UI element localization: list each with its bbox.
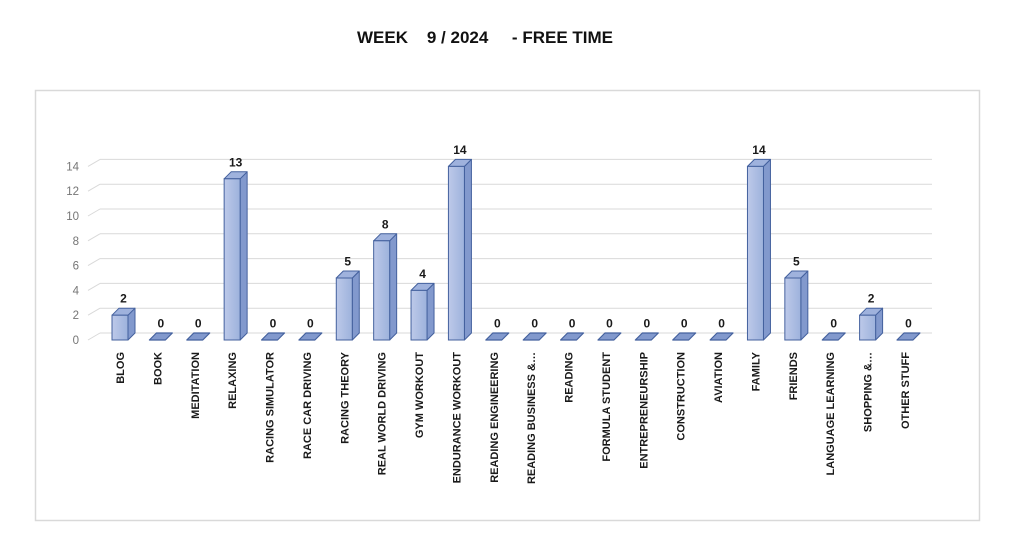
y-axis-tick-label: 8 [73, 236, 79, 248]
x-axis-category-label-language-learning: LANGUAGE LEARNING [825, 352, 837, 475]
data-label-construction: 0 [681, 317, 688, 331]
x-axis-category-label-gym-workout: GYM WORKOUT [414, 352, 426, 438]
gridline-depth-tick [87, 158, 101, 167]
bar-side-gym-workout [426, 282, 435, 341]
data-label-gym-workout: 4 [419, 267, 426, 281]
bar-language-learning [821, 332, 846, 341]
bar-side-relaxing [239, 171, 248, 341]
data-label-racing-theory: 5 [344, 255, 351, 269]
bar-construction [672, 332, 697, 341]
bar-gym-workout [410, 289, 428, 341]
gridline-depth-tick [87, 332, 101, 341]
x-axis-category-label-shopping: SHOPPING &… [863, 352, 875, 432]
bar-endurance-workout [447, 165, 465, 341]
gridline-depth-tick [87, 233, 101, 242]
x-axis-category-label-racing-simulator: RACING SIMULATOR [265, 352, 277, 463]
x-axis-category-label-race-car-driving: RACE CAR DRIVING [302, 352, 314, 459]
data-label-relaxing: 13 [229, 155, 243, 169]
bar-side-racing-theory [351, 270, 360, 341]
bar-side-family [762, 158, 771, 341]
bar-other-stuff [896, 332, 921, 341]
gridline-depth-tick [87, 258, 101, 267]
x-axis-category-label-formula-student: FORMULA STUDENT [601, 352, 613, 462]
x-axis-category-label-construction: CONSTRUCTION [676, 352, 688, 441]
data-label-reading: 0 [569, 317, 576, 331]
gridline-depth-tick [87, 208, 101, 217]
x-axis-category-label-aviation: AVIATION [713, 352, 725, 403]
data-label-reading-engineering: 0 [494, 317, 501, 331]
data-label-real-world-driving: 8 [382, 217, 389, 231]
data-label-formula-student: 0 [606, 317, 613, 331]
bar-blog [111, 314, 129, 341]
x-axis-category-label-real-world-driving: REAL WORLD DRIVING [377, 352, 389, 475]
data-label-meditation: 0 [195, 317, 202, 331]
bar-book [148, 332, 173, 341]
y-axis-tick-label: 4 [73, 285, 80, 297]
bar-racing-simulator [260, 332, 286, 341]
data-label-aviation: 0 [718, 317, 725, 331]
bar-racing-theory [335, 277, 353, 341]
y-axis-tick-label: 2 [73, 310, 79, 322]
bar-formula-student [597, 332, 622, 341]
x-axis-category-label-racing-theory: RACING THEORY [339, 351, 351, 444]
data-label-shopping: 2 [868, 292, 875, 306]
data-label-family: 14 [752, 143, 766, 157]
x-axis-category-label-book: BOOK [152, 352, 164, 385]
bar-shopping [859, 314, 877, 341]
y-axis-tick-label: 0 [73, 335, 79, 347]
y-axis-tick-label: 14 [66, 161, 79, 173]
bar-side-endurance-workout [463, 158, 472, 341]
bar-family [746, 165, 764, 341]
chart-frame[interactable] [34, 89, 981, 522]
data-label-friends: 5 [793, 255, 800, 269]
bar-reading-engineering [485, 332, 510, 341]
gridline-depth-tick [87, 307, 101, 316]
bar-side-friends [800, 270, 809, 341]
x-axis-category-label-endurance-workout: ENDURANCE WORKOUT [451, 352, 463, 484]
data-label-language-learning: 0 [830, 317, 837, 331]
y-axis-tick-label: 6 [73, 261, 79, 273]
bar-real-world-driving [373, 240, 391, 341]
data-label-book: 0 [158, 317, 165, 331]
bar-meditation [186, 332, 211, 341]
y-axis-tick-label: 12 [66, 186, 79, 198]
data-label-blog: 2 [120, 292, 127, 306]
x-axis-category-label-reading: READING [564, 352, 576, 403]
data-label-endurance-workout: 14 [453, 143, 467, 157]
x-axis-category-label-friends: FRIENDS [788, 352, 800, 400]
x-axis-category-label-other-stuff: OTHER STUFF [900, 352, 912, 429]
gridline-depth-tick [87, 183, 101, 192]
x-axis-category-label-reading-engineering: READING ENGINEERING [489, 352, 501, 483]
bar-side-real-world-driving [389, 233, 398, 341]
x-axis-category-label-blog: BLOG [115, 352, 127, 384]
bar-race-car-driving [298, 332, 323, 341]
data-label-racing-simulator: 0 [270, 317, 277, 331]
bar-reading-business [522, 332, 547, 341]
bar-aviation [709, 332, 734, 341]
y-axis-tick-label: 10 [66, 211, 79, 223]
x-axis-category-label-family: FAMILY [750, 351, 762, 391]
bar-entrepreneurship [634, 332, 659, 341]
data-label-entrepreneurship: 0 [643, 317, 650, 331]
data-label-race-car-driving: 0 [307, 317, 314, 331]
x-axis-category-label-entrepreneurship: ENTREPRENEURSHIP [638, 352, 650, 469]
bar-relaxing [223, 178, 241, 341]
bar-friends [784, 277, 802, 341]
x-axis-category-label-meditation: MEDITATION [190, 352, 202, 419]
data-label-reading-business: 0 [531, 317, 538, 331]
x-axis-category-label-reading-business: READING BUSINESS &… [526, 352, 538, 484]
chart-title: WEEK 9 / 2024 - FREE TIME [356, 28, 613, 47]
x-axis-category-label-relaxing: RELAXING [227, 352, 239, 409]
gridline-depth-tick [87, 282, 101, 291]
bar-reading [559, 332, 585, 341]
data-label-other-stuff: 0 [905, 317, 912, 331]
